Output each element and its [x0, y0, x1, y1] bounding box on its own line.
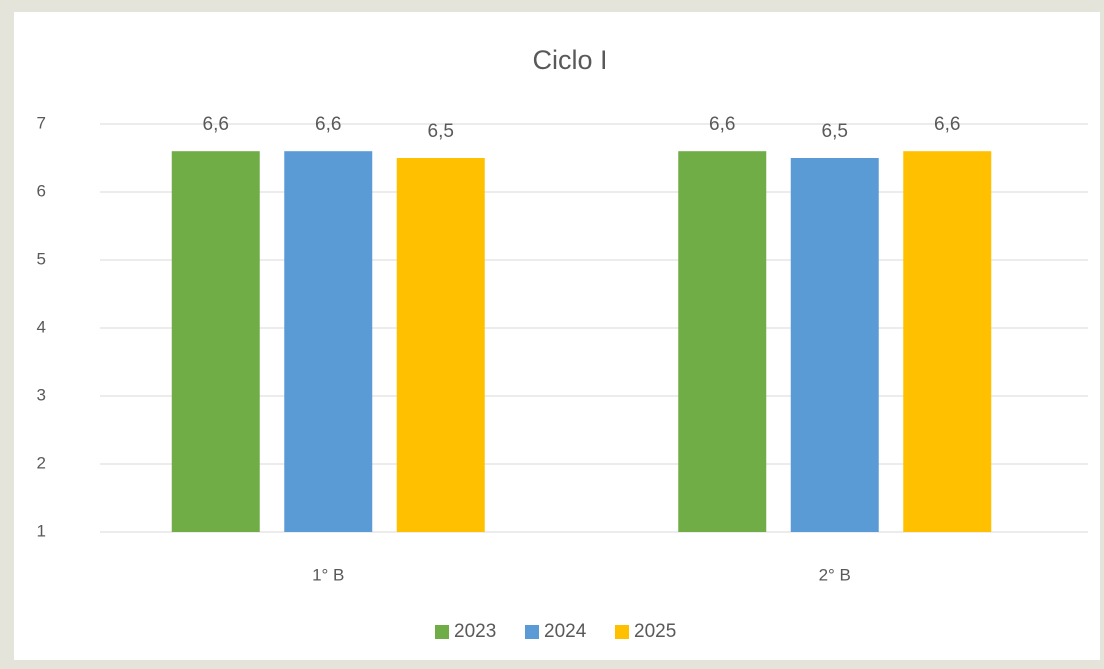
- data-label: 6,5: [822, 121, 848, 142]
- legend-swatch: [525, 625, 539, 639]
- x-tick-label: 2° B: [819, 565, 851, 584]
- bar: [171, 151, 260, 532]
- x-tick-label: 1° B: [312, 565, 344, 584]
- bar: [284, 151, 373, 532]
- legend-label: 2025: [634, 621, 676, 642]
- y-tick-label: 5: [37, 249, 46, 268]
- legend-swatch: [435, 625, 449, 639]
- legend-label: 2023: [454, 621, 496, 642]
- y-tick-label: 4: [37, 317, 46, 336]
- bar: [678, 151, 767, 532]
- y-tick-label: 6: [37, 181, 46, 200]
- data-label: 6,6: [315, 114, 341, 135]
- legend-swatch: [615, 625, 629, 639]
- bar: [790, 158, 879, 532]
- y-tick-label: 3: [37, 385, 46, 404]
- data-label: 6,5: [428, 121, 454, 142]
- data-label: 6,6: [934, 114, 960, 135]
- y-tick-label: 1: [37, 521, 46, 540]
- y-tick-label: 2: [37, 453, 46, 472]
- y-tick-label: 7: [37, 113, 46, 132]
- data-label: 6,6: [203, 114, 229, 135]
- data-label: 6,6: [709, 114, 735, 135]
- legend-label: 2024: [544, 621, 587, 642]
- bar: [903, 151, 992, 532]
- bar: [396, 158, 485, 532]
- chart-title: Ciclo I: [532, 45, 607, 75]
